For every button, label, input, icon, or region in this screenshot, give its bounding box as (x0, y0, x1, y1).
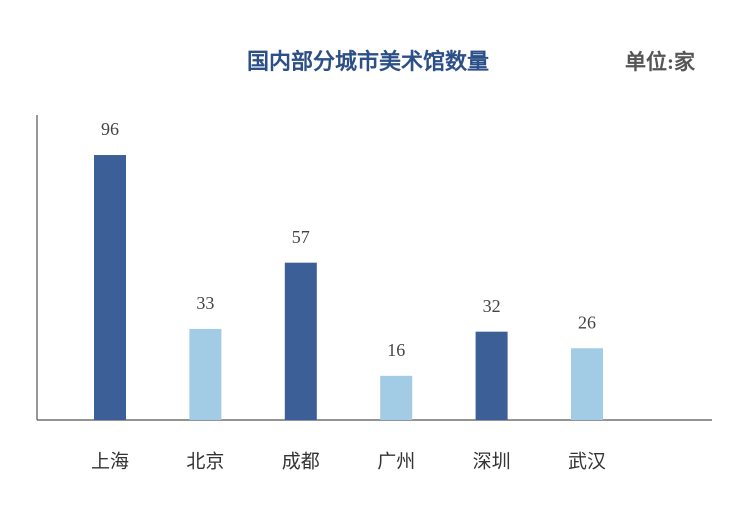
value-label: 32 (483, 296, 501, 316)
bar (284, 262, 317, 420)
x-tick-label: 深圳 (473, 451, 511, 473)
x-tick-label: 成都 (282, 451, 320, 473)
x-tick-label: 北京 (186, 451, 224, 473)
bar (94, 155, 126, 421)
value-label: 26 (578, 312, 596, 332)
value-label: 16 (387, 340, 405, 360)
bar (571, 348, 603, 420)
x-tick-label: 广州 (377, 451, 415, 473)
unit-label: 单位:家 (625, 50, 696, 74)
bar (475, 331, 508, 420)
value-label: 96 (101, 119, 119, 139)
chart-title: 国内部分城市美术馆数量 (247, 49, 489, 74)
bar (380, 375, 413, 420)
value-label: 57 (292, 227, 310, 247)
bar (189, 328, 222, 420)
value-label: 33 (196, 293, 214, 313)
x-tick-label: 上海 (91, 451, 129, 473)
x-tick-label: 武汉 (568, 451, 606, 473)
